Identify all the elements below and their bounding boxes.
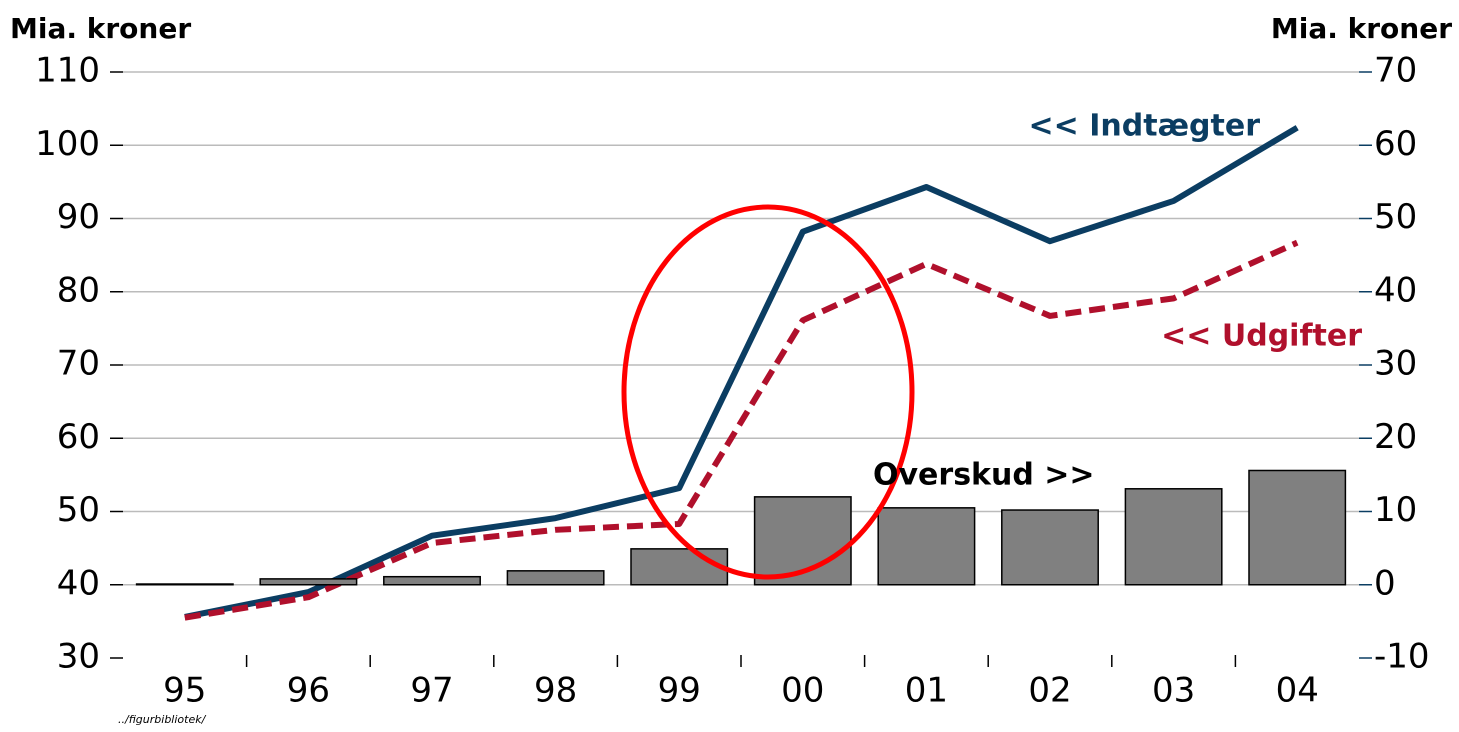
y-tick-label: 90 bbox=[57, 197, 100, 237]
y-tick-label: 30 bbox=[57, 637, 100, 677]
y2-tick-label: 10 bbox=[1374, 490, 1417, 530]
bar bbox=[1001, 509, 1099, 586]
y-axis-label: Mia. kroner bbox=[10, 12, 191, 45]
bar bbox=[1248, 469, 1347, 586]
y2-tick-label: 30 bbox=[1374, 344, 1417, 384]
y-tick-label: 70 bbox=[57, 344, 100, 384]
bar bbox=[877, 507, 976, 586]
x-tick-label: 03 bbox=[1152, 671, 1195, 711]
y-tick-label: 80 bbox=[57, 270, 100, 310]
y-tick-label: 110 bbox=[35, 51, 100, 91]
y2-tick-label: 20 bbox=[1374, 417, 1417, 457]
x-tick-label: 02 bbox=[1028, 671, 1071, 711]
y2-axis-label: Mia. kroner bbox=[1271, 12, 1452, 45]
line-series bbox=[184, 125, 1299, 620]
bar bbox=[135, 583, 234, 586]
bar bbox=[506, 570, 605, 586]
y2-tick-label: 70 bbox=[1374, 51, 1417, 91]
bar bbox=[630, 548, 729, 586]
y-tick-label: 40 bbox=[57, 563, 100, 603]
y-tick-label: 50 bbox=[57, 490, 100, 530]
series-label: << Udgifter bbox=[1161, 319, 1362, 354]
y-tick-label: 60 bbox=[57, 417, 100, 457]
highlight-ellipse bbox=[621, 204, 915, 580]
bar bbox=[753, 496, 852, 586]
y2-tick-label: -10 bbox=[1374, 637, 1430, 677]
series-label: Overskud >> bbox=[873, 458, 1095, 493]
bar bbox=[259, 578, 358, 586]
y2-tick-label: 40 bbox=[1374, 270, 1417, 310]
y2-tick-label: 60 bbox=[1374, 124, 1417, 164]
y2-tick-label: 50 bbox=[1374, 197, 1417, 237]
x-tick-label: 00 bbox=[781, 671, 824, 711]
bar bbox=[383, 575, 481, 586]
line-series bbox=[184, 239, 1299, 621]
series-label: << Indtægter bbox=[1029, 109, 1261, 144]
x-tick-label: 98 bbox=[534, 671, 577, 711]
bar bbox=[1124, 488, 1223, 586]
x-tick-label: 99 bbox=[658, 671, 701, 711]
y2-tick-label: 0 bbox=[1374, 563, 1396, 603]
source: ../figurbibliotek/ bbox=[118, 713, 207, 726]
x-tick-label: 95 bbox=[163, 671, 206, 711]
x-tick-label: 01 bbox=[905, 671, 948, 711]
y-tick-label: 100 bbox=[35, 124, 100, 164]
x-tick-label: 97 bbox=[410, 671, 453, 711]
x-tick-label: 04 bbox=[1276, 671, 1319, 711]
x-tick-label: 96 bbox=[287, 671, 330, 711]
